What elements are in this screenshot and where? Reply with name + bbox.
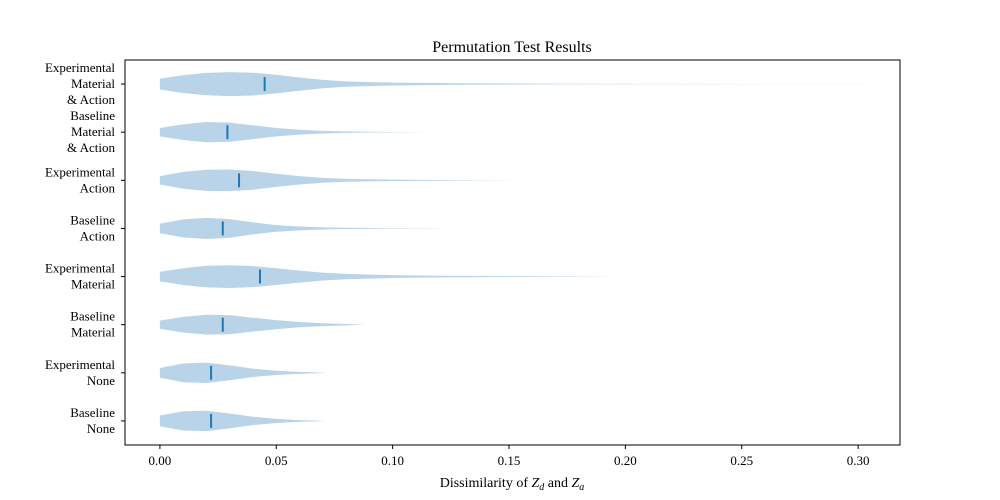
y-tick-label: Experimental None — [45, 357, 115, 388]
y-tick-label-line: Material — [71, 76, 115, 91]
y-tick-label: Baseline None — [70, 405, 115, 436]
y-tick-label-line: Material — [71, 124, 115, 139]
x-axis-label-var1: Z — [531, 476, 539, 491]
y-tick-label-line: None — [87, 373, 115, 388]
y-tick-label: Baseline Action — [70, 212, 115, 243]
x-axis-label-sub2: a — [579, 482, 584, 493]
x-axis-label: Dissimilarity of Zd and Za — [440, 476, 585, 493]
y-tick-label-line: Experimental — [45, 60, 115, 75]
y-tick-label: Experimental Material — [45, 261, 115, 292]
y-tick-label-line: Baseline — [70, 212, 115, 227]
y-tick-label-line: & Action — [67, 140, 116, 155]
violin-body — [159, 72, 866, 97]
x-axis-label-var2: Z — [572, 476, 580, 491]
x-tick-label: 0.15 — [498, 453, 521, 468]
x-tick-label: 0.00 — [149, 453, 172, 468]
x-axis-label-prefix: Dissimilarity of — [440, 476, 532, 491]
violin-body — [159, 265, 619, 288]
x-axis: 0.00 0.05 0.10 0.15 0.20 0.25 0.30 — [149, 445, 870, 468]
y-tick-label-line: Baseline — [70, 108, 115, 123]
y-tick-label-line: None — [87, 421, 115, 436]
x-axis-label-mid: and — [544, 476, 571, 491]
x-tick-label: 0.05 — [265, 453, 288, 468]
y-tick-label-line: Baseline — [70, 405, 115, 420]
violin-body — [159, 314, 365, 335]
y-tick-label-line: Experimental — [45, 164, 115, 179]
y-tick-label-line: Material — [71, 325, 115, 340]
x-tick-label: 0.25 — [730, 453, 753, 468]
x-tick-label: 0.10 — [381, 453, 404, 468]
x-tick-label: 0.30 — [847, 453, 870, 468]
chart-title: Permutation Test Results — [432, 39, 591, 56]
violin-body — [159, 217, 451, 239]
y-tick-label-line: Experimental — [45, 357, 115, 372]
y-tick-label-line: Material — [71, 277, 115, 292]
violin-body — [159, 169, 519, 192]
y-tick-label-line: Baseline — [70, 309, 115, 324]
violin-body — [159, 362, 326, 383]
y-tick-label: Experimental Material & Action — [45, 60, 116, 107]
x-axis-label-sub1: d — [539, 482, 545, 493]
violin-layer — [159, 72, 866, 432]
y-tick-label-line: Experimental — [45, 261, 115, 276]
y-tick-label: Baseline Material — [70, 309, 115, 340]
plot-frame — [124, 59, 901, 446]
violin-body — [159, 122, 435, 143]
violin-body — [159, 410, 326, 432]
y-tick-label: Baseline Material & Action — [67, 108, 116, 155]
median-layer — [210, 77, 266, 428]
y-tick-label-line: Action — [80, 228, 116, 243]
y-tick-label-line: & Action — [67, 92, 116, 107]
x-tick-label: 0.20 — [614, 453, 637, 468]
y-tick-label: Experimental Action — [45, 164, 116, 195]
y-tick-label-line: Action — [80, 180, 116, 195]
